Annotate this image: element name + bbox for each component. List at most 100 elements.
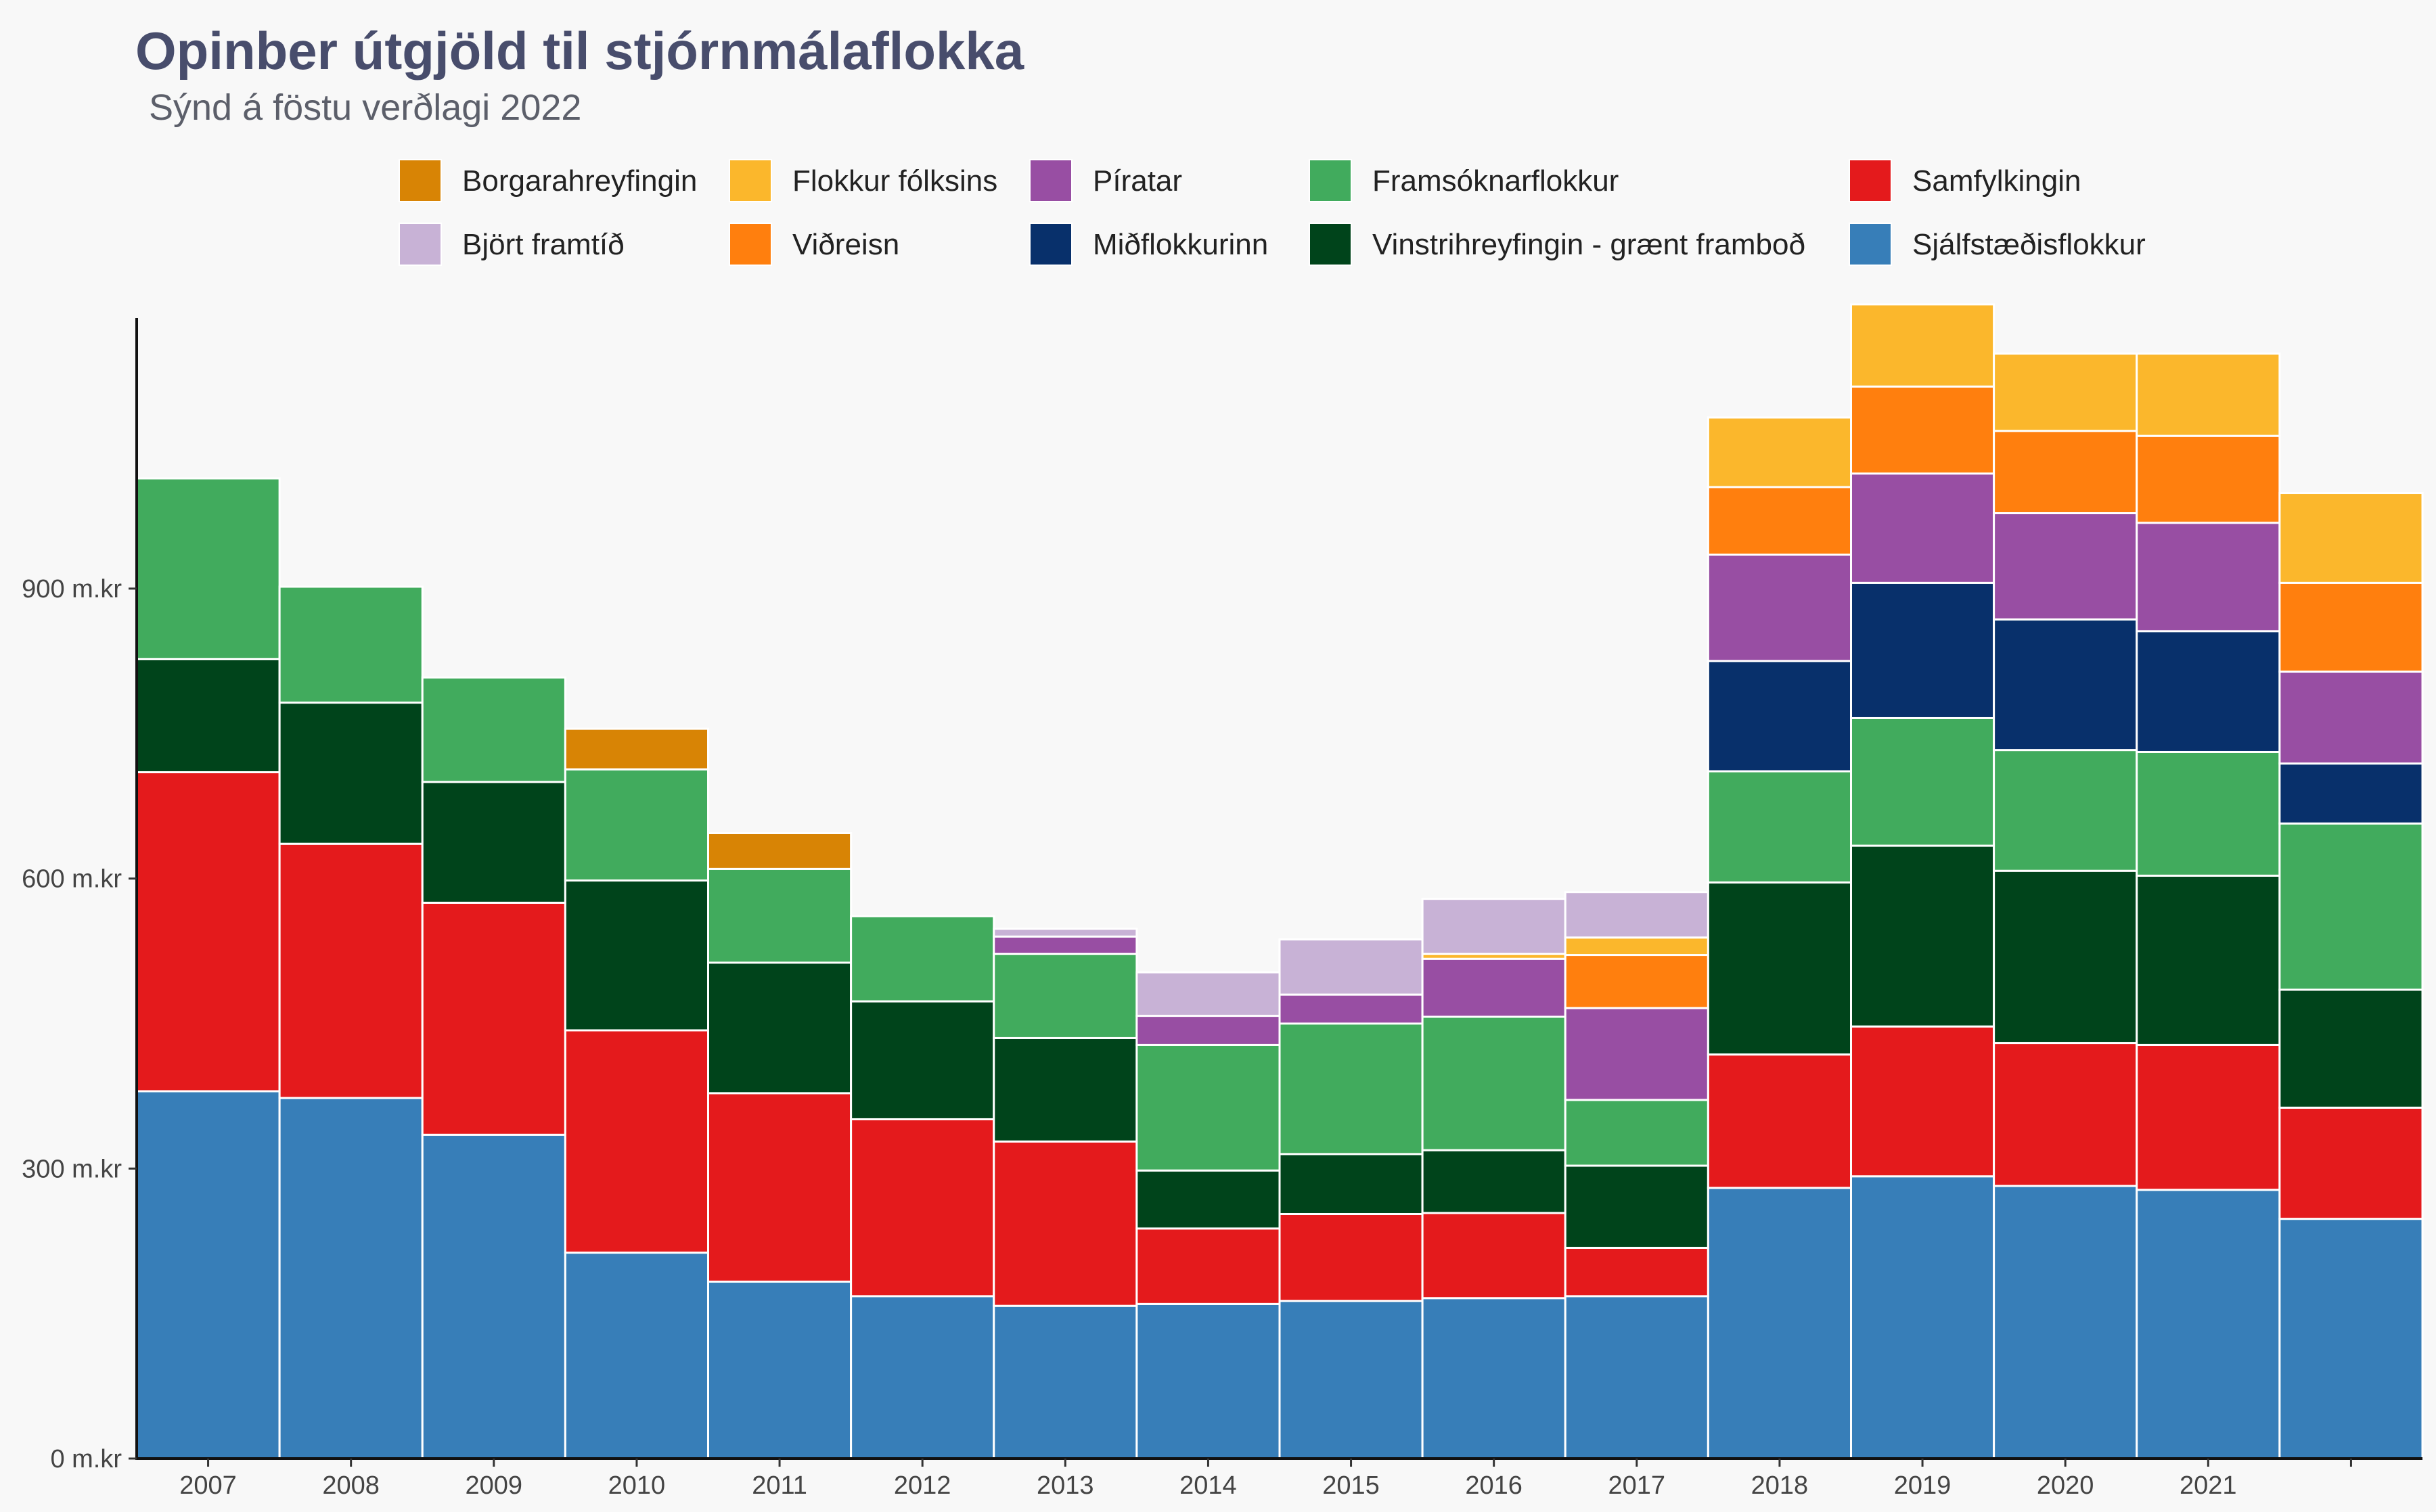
legend-swatch	[1309, 223, 1352, 266]
bar-vinstrihreyfingin-gr-nt-frambo-2018	[1707, 881, 1852, 1056]
legend-label: Samfylkingin	[1912, 164, 2081, 198]
bar-vinstrihreyfingin-gr-nt-frambo-2008	[278, 702, 424, 845]
bar-samfylkingin-2011	[707, 1092, 853, 1283]
bar-sjalfst-isflokkur-2008	[278, 1097, 424, 1460]
bar-samfylkingin-last	[2278, 1106, 2424, 1220]
bar-samfylkingin-2016	[1421, 1212, 1566, 1300]
bar-samfylkingin-2020	[1993, 1042, 2138, 1187]
bar-sjalfst-isflokkur-2007	[135, 1090, 281, 1460]
chart-title: Opinber útgjöld til stjórnmálaflokka	[135, 21, 1024, 81]
legend-item-flokkur-folksins: Flokkur fólksins	[729, 159, 997, 202]
axes: 0 m.kr 300 m.kr 600 m.kr 900 m.kr 2007 2008 20…	[22, 318, 2422, 1500]
bar-vi-reisn-last	[2278, 581, 2424, 673]
bar-mi-flokkurinn-last	[2278, 762, 2424, 825]
legend-label: Framsóknarflokkur	[1372, 164, 1619, 198]
bar-framsoknarflokkur-2008	[278, 585, 424, 704]
bar-framsoknarflokkur-2013	[993, 953, 1138, 1039]
x-tick-label: 2013	[1037, 1471, 1094, 1500]
bar-vinstrihreyfingin-gr-nt-frambo-2017	[1564, 1164, 1709, 1250]
bar-sjalfst-isflokkur-2013	[993, 1304, 1138, 1460]
legend-label: Viðreisn	[792, 228, 899, 261]
bar-vinstrihreyfingin-gr-nt-frambo-2013	[993, 1036, 1138, 1143]
bar-sjalfst-isflokkur-2020	[1993, 1185, 2138, 1460]
legend-swatch	[399, 223, 442, 266]
bar-vinstrihreyfingin-gr-nt-frambo-2007	[135, 658, 281, 773]
bar-framsoknarflokkur-last	[2278, 822, 2424, 991]
bar-piratar-2014	[1135, 1015, 1281, 1046]
chart-subtitle: Sýnd á föstu verðlagi 2022	[149, 87, 582, 128]
bar-sjalfst-isflokkur-2012	[850, 1295, 995, 1460]
x-tick-label: 2012	[894, 1471, 951, 1500]
bar-sjalfst-isflokkur-2021	[2136, 1189, 2281, 1460]
legend-swatch	[1029, 159, 1073, 202]
legend-label: Björt framtíð	[462, 228, 625, 261]
legend-swatch	[1029, 223, 1073, 266]
bar-vinstrihreyfingin-gr-nt-frambo-2016	[1421, 1149, 1566, 1214]
bar-sjalfst-isflokkur-last	[2278, 1218, 2424, 1460]
y-tick-label: 900 m.kr	[22, 575, 122, 603]
bar-framsoknarflokkur-2020	[1993, 749, 2138, 872]
bar-mi-flokkurinn-2018	[1707, 660, 1852, 773]
bars	[135, 303, 2424, 1460]
bar-samfylkingin-2017	[1564, 1247, 1709, 1298]
legend-swatch	[729, 223, 772, 266]
x-tick-label: 2016	[1465, 1471, 1522, 1500]
x-tick-label: 2017	[1608, 1471, 1666, 1500]
bar-framsoknarflokkur-2014	[1135, 1043, 1281, 1172]
legend-item-framsoknarflokkur: Framsóknarflokkur	[1309, 159, 1619, 202]
legend-swatch	[399, 159, 442, 202]
x-tick-label: 2014	[1179, 1471, 1237, 1500]
legend-item-mi-flokkurinn: Miðflokkurinn	[1029, 223, 1268, 266]
bar-samfylkingin-2014	[1135, 1227, 1281, 1305]
x-tick-label: 2021	[2180, 1471, 2237, 1500]
legend-item-samfylkingin: Samfylkingin	[1849, 159, 2081, 202]
bar-samfylkingin-2013	[993, 1140, 1138, 1307]
legend-swatch	[729, 159, 772, 202]
bar-framsoknarflokkur-2012	[850, 915, 995, 1003]
bar-flokkur-folksins-2020	[1993, 352, 2138, 432]
bar-sjalfst-isflokkur-2018	[1707, 1187, 1852, 1460]
bar-sjalfst-isflokkur-2016	[1421, 1297, 1566, 1460]
bar-samfylkingin-2009	[421, 901, 566, 1136]
bar-framsoknarflokkur-2019	[1850, 716, 1995, 847]
bar-sjalfst-isflokkur-2017	[1564, 1295, 1709, 1460]
legend-swatch	[1849, 159, 1892, 202]
legend-item-piratar: Píratar	[1029, 159, 1182, 202]
bar-vinstrihreyfingin-gr-nt-frambo-2021	[2136, 874, 2281, 1046]
x-tick-label: 2007	[179, 1471, 237, 1500]
legend-item-vinstrihreyfingin-gr-nt-frambo: Vinstrihreyfingin - grænt framboð	[1309, 223, 1805, 266]
bar-framsoknarflokkur-2018	[1707, 770, 1852, 884]
bar-sjalfst-isflokkur-2011	[707, 1281, 853, 1460]
x-tick-label: 2010	[608, 1471, 666, 1500]
legend: Borgarahreyfingin Flokkur fólksins Píratar…	[399, 159, 2146, 266]
bar-piratar-2021	[2136, 522, 2281, 633]
bar-vi-reisn-2021	[2136, 434, 2281, 524]
bar-bjort-framti-2014	[1135, 971, 1281, 1017]
bar-piratar-2020	[1993, 512, 2138, 621]
bar-vi-reisn-2017	[1564, 954, 1709, 1009]
bar-mi-flokkurinn-2021	[2136, 630, 2281, 753]
bar-vinstrihreyfingin-gr-nt-frambo-2020	[1993, 869, 2138, 1045]
y-tick-label: 0 m.kr	[50, 1445, 122, 1473]
bar-bjort-framti-2016	[1421, 898, 1566, 955]
bar-vinstrihreyfingin-gr-nt-frambo-2019	[1850, 844, 1995, 1028]
bar-samfylkingin-2012	[850, 1118, 995, 1298]
bar-samfylkingin-2015	[1278, 1212, 1424, 1302]
bar-framsoknarflokkur-2007	[135, 477, 281, 660]
bar-vinstrihreyfingin-gr-nt-frambo-2012	[850, 1000, 995, 1120]
bar-framsoknarflokkur-2009	[421, 676, 566, 783]
bar-framsoknarflokkur-2010	[564, 768, 709, 882]
legend-swatch	[1849, 223, 1892, 266]
legend-item-vi-reisn: Viðreisn	[729, 223, 899, 266]
bar-samfylkingin-2008	[278, 842, 424, 1099]
bar-piratar-2017	[1564, 1007, 1709, 1101]
bar-framsoknarflokkur-2015	[1278, 1022, 1424, 1155]
bar-framsoknarflokkur-2017	[1564, 1099, 1709, 1167]
legend-label: Flokkur fólksins	[792, 164, 997, 198]
y-tick-label: 600 m.kr	[22, 865, 122, 894]
x-tick-label: 2020	[2037, 1471, 2094, 1500]
bar-flokkur-folksins-last	[2278, 492, 2424, 584]
legend-label: Miðflokkurinn	[1093, 228, 1268, 261]
bar-sjalfst-isflokkur-2009	[421, 1133, 566, 1460]
